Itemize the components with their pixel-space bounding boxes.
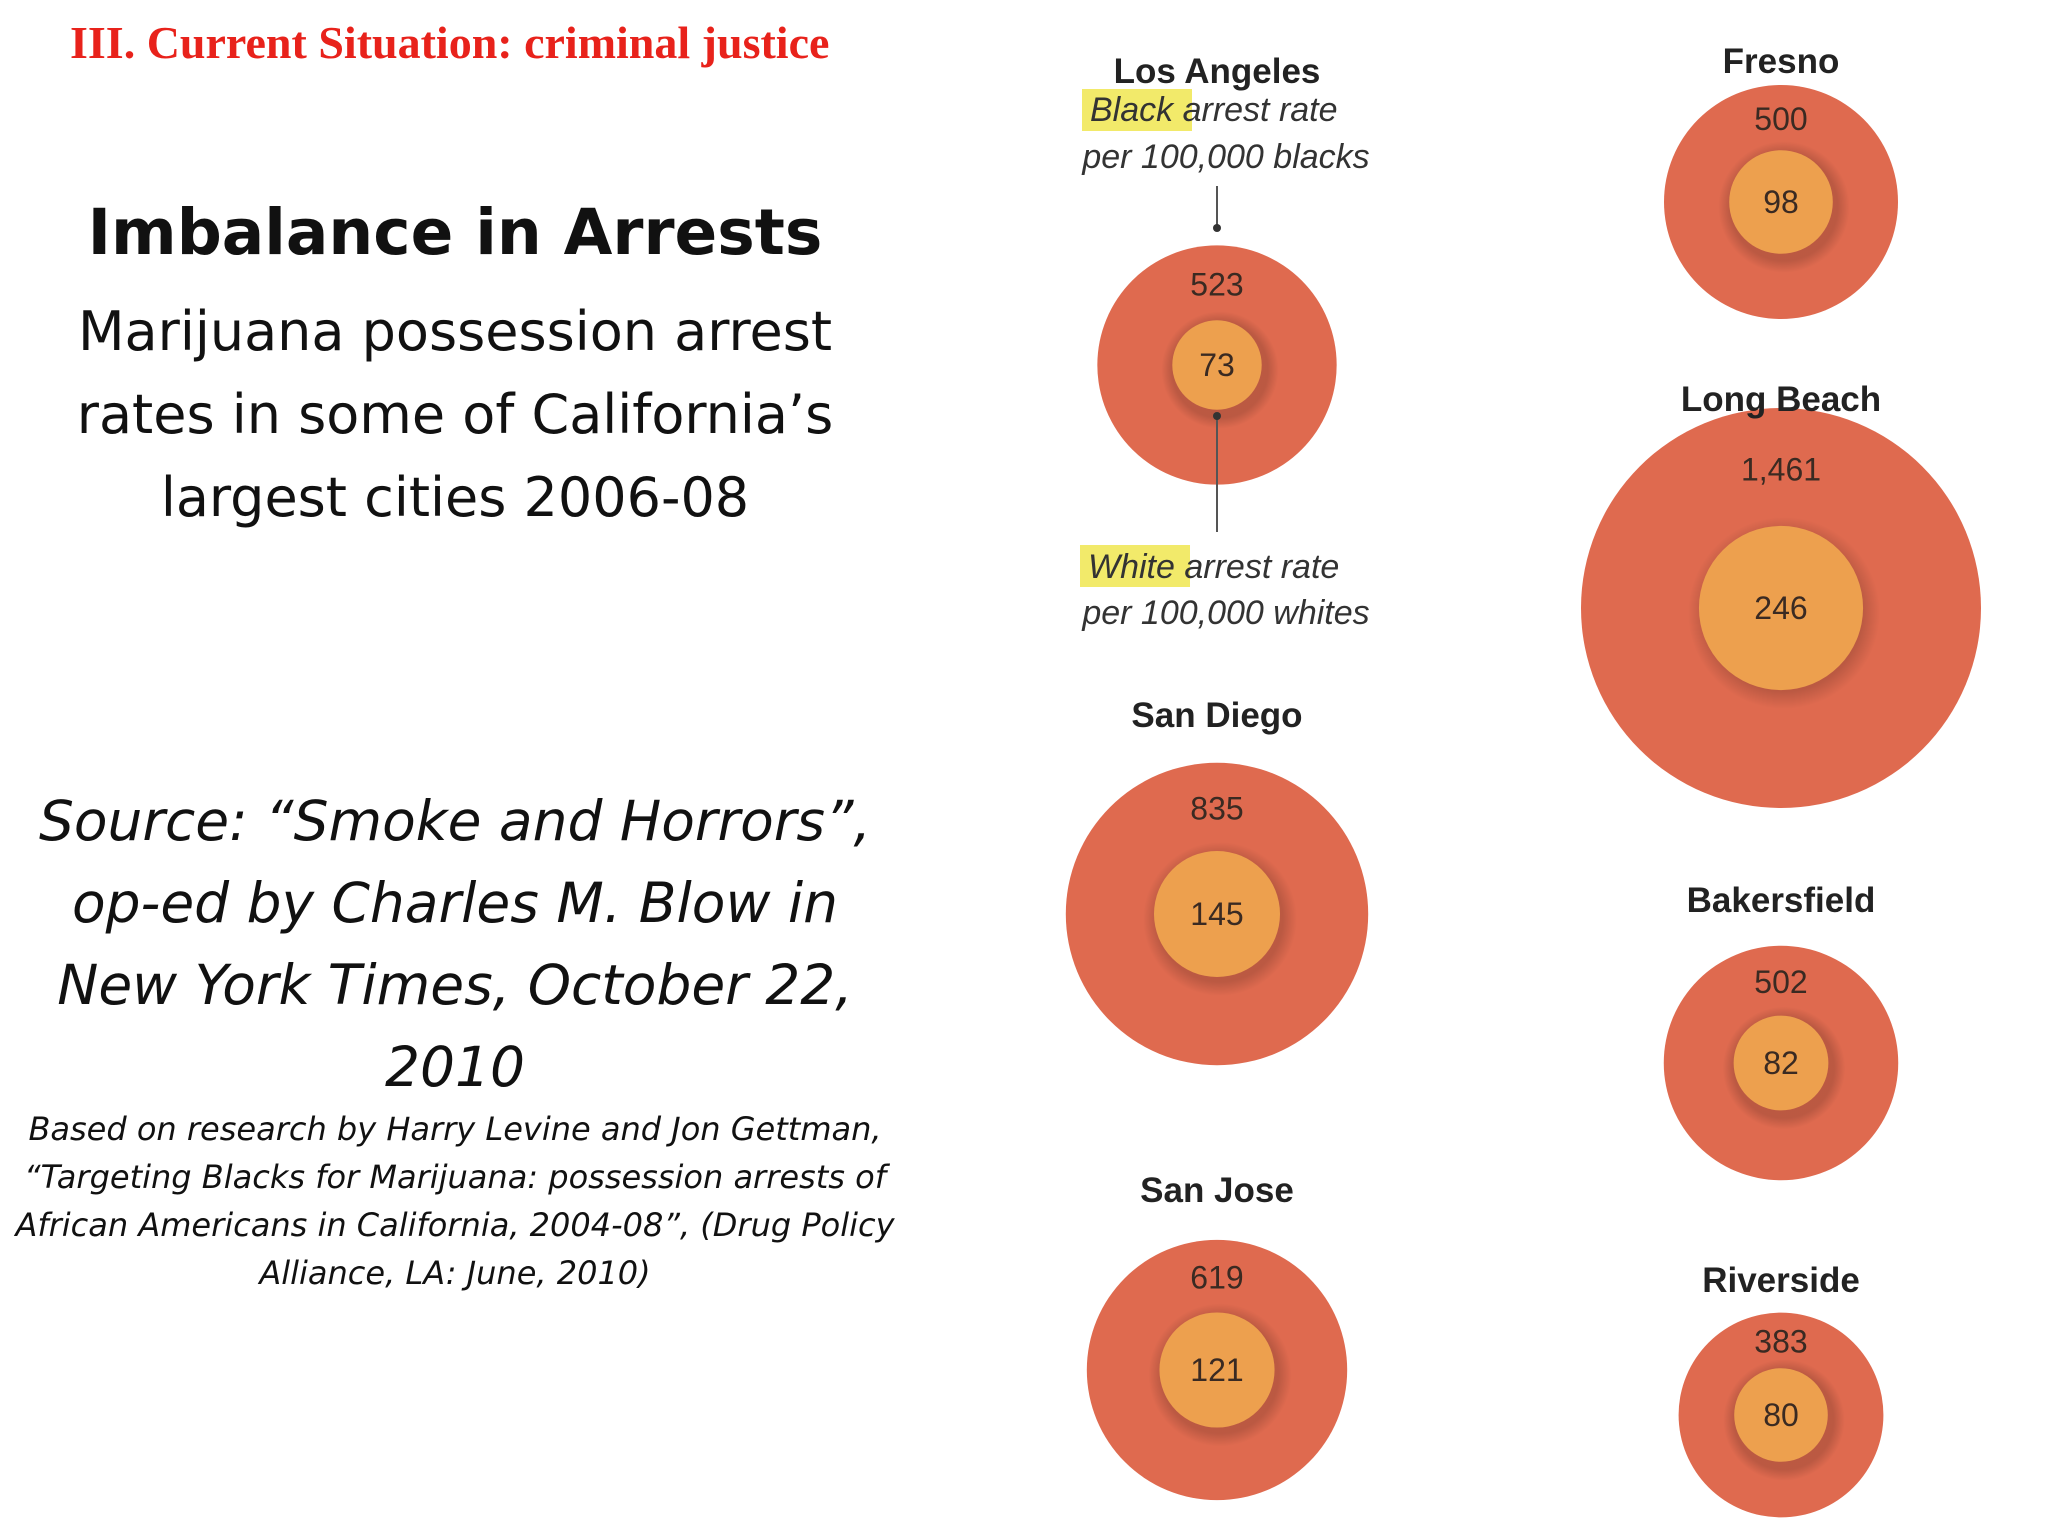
city-name-long-beach: Long Beach	[1681, 380, 1881, 419]
page-subtitle: Marijuana possession arrest rates in som…	[76, 300, 834, 529]
white-rate-bubble-long-beach	[1698, 525, 1864, 691]
black-rate-label-bakersfield: 502	[1754, 964, 1807, 1000]
black-leader-dot	[1213, 224, 1221, 232]
slide-heading: III. Current Situation: criminal justice	[70, 17, 830, 68]
legend-leader-lines	[1213, 186, 1221, 532]
arrest-rate-bubble-chart: Los Angeles 523 73 San Diego 835 145 San Jose 6…	[1065, 42, 1981, 1518]
legend-black-word: Black	[1090, 91, 1175, 129]
legend-white-line2: per 100,000 whites	[1081, 594, 1369, 632]
legend-white-rest: arrest rate	[1175, 548, 1339, 586]
white-rate-label-fresno: 98	[1763, 184, 1799, 220]
white-rate-label-long-beach: 246	[1754, 590, 1807, 626]
white-leader-dot	[1213, 412, 1221, 420]
black-rate-label-fresno: 500	[1754, 101, 1807, 137]
white-rate-label-san-diego: 145	[1190, 896, 1243, 932]
page-title: Imbalance in Arrests	[87, 196, 823, 269]
black-rate-label-riverside: 383	[1754, 1324, 1807, 1360]
city-group-san-jose: San Jose 619 121	[1086, 1171, 1348, 1501]
city-group-long-beach: Long Beach 1,461 246	[1581, 380, 1981, 808]
city-name-los-angeles: Los Angeles	[1114, 52, 1321, 91]
city-group-los-angeles: Los Angeles 523 73	[1097, 52, 1337, 485]
city-name-san-jose: San Jose	[1140, 1171, 1294, 1210]
white-rate-bubble-bakersfield	[1733, 1015, 1829, 1111]
svg-text:Black arrest rate: Black arrest rate	[1090, 91, 1338, 129]
white-rate-bubble-riverside	[1734, 1368, 1828, 1462]
legend-black-line2: per 100,000 blacks	[1081, 138, 1369, 176]
white-rate-bubble-san-diego	[1153, 850, 1281, 978]
legend-white-word: White	[1088, 548, 1175, 586]
white-rate-label-san-jose: 121	[1190, 1352, 1243, 1388]
source-citation: Source: “Smoke and Horrors”, op-ed by Ch…	[38, 789, 871, 1099]
black-highlight	[1082, 89, 1192, 131]
black-rate-label-los-angeles: 523	[1190, 266, 1243, 302]
black-rate-label-san-jose: 619	[1190, 1260, 1243, 1296]
city-group-bakersfield: Bakersfield 502 82	[1663, 881, 1899, 1181]
white-rate-label-los-angeles: 73	[1199, 347, 1235, 383]
svg-text:White arrest rate: White arrest rate	[1088, 548, 1339, 586]
research-citation: Based on research by Harry Levine and Jo…	[15, 1110, 895, 1292]
bubble-layer: Los Angeles 523 73 San Diego 835 145 San Jose 6…	[1065, 42, 1981, 1518]
white-highlight	[1080, 545, 1190, 587]
white-rate-bubble-fresno	[1729, 150, 1833, 254]
white-rate-label-riverside: 80	[1763, 1397, 1799, 1433]
city-name-san-diego: San Diego	[1131, 696, 1302, 735]
white-rate-bubble-san-jose	[1159, 1312, 1275, 1428]
city-name-riverside: Riverside	[1702, 1261, 1860, 1300]
white-rate-bubble-los-angeles	[1172, 320, 1262, 410]
city-group-san-diego: San Diego 835 145	[1065, 696, 1369, 1066]
legend-white-rate: White arrest rate per 100,000 whites	[1080, 545, 1370, 632]
black-rate-label-long-beach: 1,461	[1741, 451, 1821, 487]
legend-black-rate: Black arrest rate per 100,000 blacks	[1081, 89, 1370, 176]
city-group-fresno: Fresno 500 98	[1663, 42, 1899, 320]
legend-black-rest: arrest rate	[1173, 91, 1337, 129]
black-rate-label-san-diego: 835	[1190, 791, 1243, 827]
city-name-bakersfield: Bakersfield	[1687, 881, 1876, 920]
city-group-riverside: Riverside 383 80	[1678, 1261, 1884, 1518]
white-rate-label-bakersfield: 82	[1763, 1045, 1799, 1081]
city-name-fresno: Fresno	[1723, 42, 1840, 81]
